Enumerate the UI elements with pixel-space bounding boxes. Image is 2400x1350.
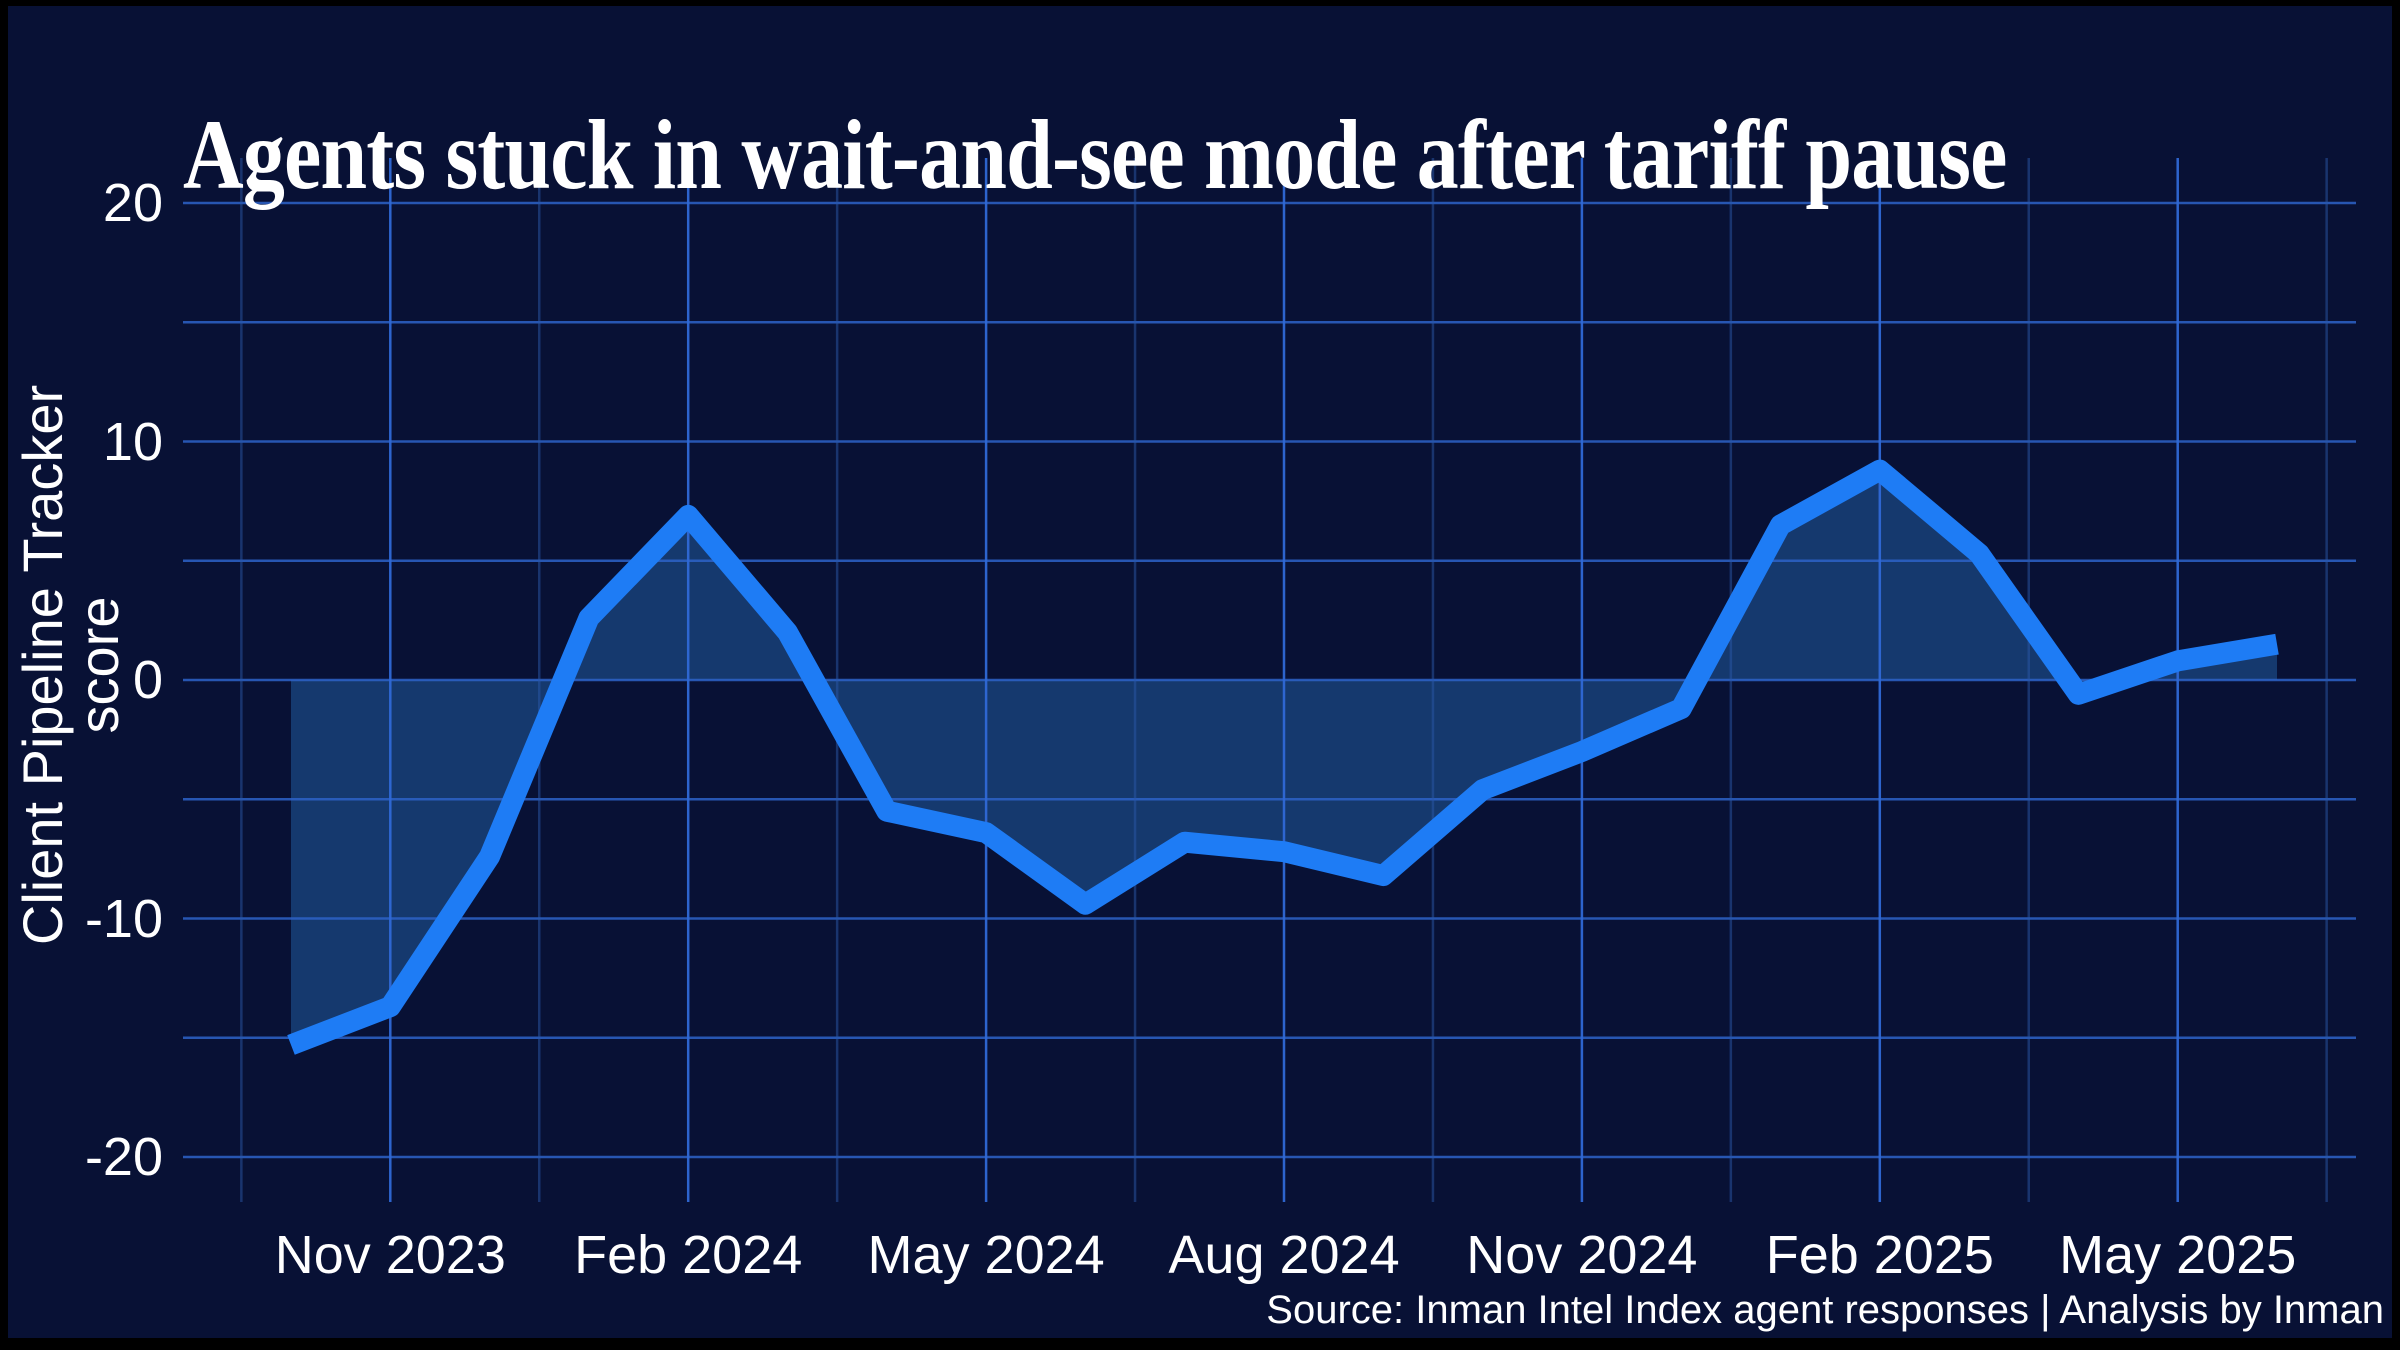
source-attribution: Source: Inman Intel Index agent response… (1266, 1288, 2384, 1332)
trend-line (287, 459, 2279, 1055)
x-tick-label: May 2024 (867, 1225, 1105, 1285)
y-tick-label: 10 (102, 411, 163, 472)
y-tick-label: 20 (102, 173, 163, 233)
x-tick-label: Aug 2024 (1168, 1225, 1400, 1285)
x-tick-label: May 2025 (2059, 1225, 2297, 1285)
x-tick-label: Nov 2024 (1466, 1225, 1698, 1285)
x-tick-label: Feb 2025 (1765, 1225, 1994, 1285)
x-tick-label: Nov 2023 (274, 1225, 506, 1285)
y-tick-label: -10 (84, 888, 163, 949)
x-tick-label: Feb 2024 (574, 1225, 803, 1285)
chart-title: Agents stuck in wait-and-see mode after … (183, 99, 2007, 210)
y-tick-label: -20 (84, 1127, 163, 1187)
y-tick-label: 0 (132, 650, 163, 710)
